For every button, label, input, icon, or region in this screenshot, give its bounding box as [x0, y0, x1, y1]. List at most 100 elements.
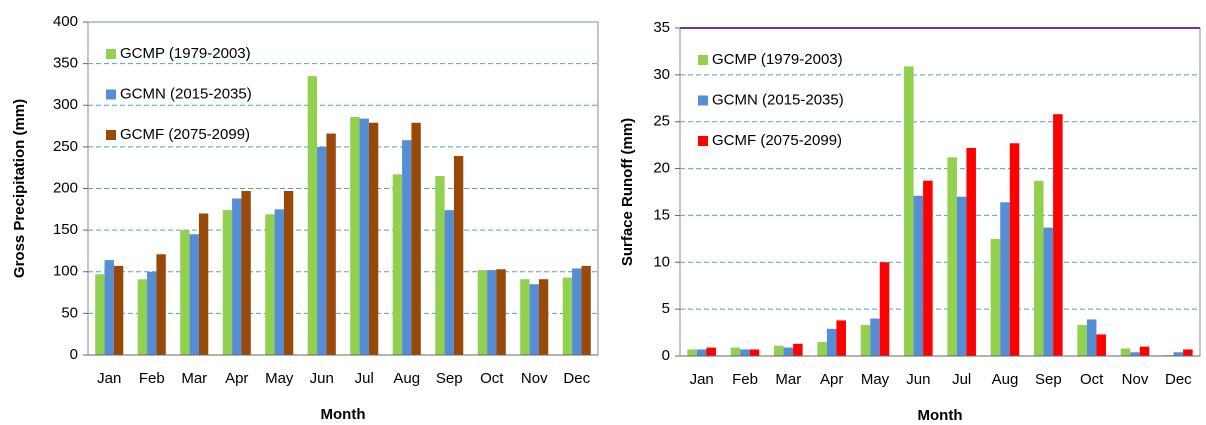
bar [156, 254, 166, 355]
y-tick-label: 50 [61, 304, 78, 321]
bar [350, 116, 360, 355]
x-tick-label: Jul [952, 371, 971, 388]
bar [687, 349, 697, 356]
bar [783, 347, 794, 356]
bar [1139, 346, 1150, 356]
legend-label: GCMP (1979-2003) [712, 51, 843, 68]
legend-swatch [106, 130, 116, 140]
bar [1077, 325, 1087, 356]
bar [581, 265, 591, 355]
x-tick-label: Jan [690, 371, 714, 388]
bar [359, 118, 369, 355]
y-axis-title: Gross Precipitation (mm) [11, 99, 28, 278]
bar [538, 279, 549, 355]
bar [956, 196, 967, 356]
x-tick-label: Feb [732, 371, 758, 388]
y-tick-label: 400 [53, 13, 78, 30]
bar [870, 318, 880, 356]
bar [283, 190, 294, 355]
bar [317, 146, 327, 355]
x-tick-label: Dec [1165, 371, 1192, 388]
bar [477, 270, 488, 355]
bar [95, 274, 105, 355]
bar [520, 279, 530, 355]
bar [222, 210, 233, 355]
bar [274, 209, 284, 355]
y-tick-label: 150 [53, 221, 78, 238]
x-tick-label: May [265, 370, 294, 387]
bar [774, 345, 784, 356]
bar [572, 268, 582, 355]
bar [392, 174, 403, 355]
bar [947, 157, 957, 356]
bar [368, 122, 379, 355]
bar [826, 328, 837, 356]
bar [189, 234, 199, 355]
y-tick-label: 10 [653, 253, 670, 270]
x-tick-label: Oct [480, 370, 504, 387]
x-tick-label: Oct [1080, 371, 1104, 388]
plot-area [679, 27, 1201, 357]
y-tick-label: 5 [662, 300, 670, 317]
legend-label: GCMF (2075-2099) [712, 132, 842, 149]
bar [265, 214, 275, 355]
legend-label: GCMN (2015-2035) [120, 85, 252, 102]
x-axis-title: Month [918, 407, 963, 424]
bar [1000, 202, 1010, 356]
bar [326, 133, 336, 355]
y-tick-label: 100 [53, 263, 78, 280]
legend-swatch [106, 89, 116, 100]
bar [444, 210, 454, 355]
bar [241, 190, 251, 355]
bar [104, 260, 114, 355]
x-tick-label: Feb [139, 370, 165, 387]
bar [923, 180, 933, 356]
x-tick-label: Apr [820, 371, 843, 388]
x-tick-label: Aug [992, 371, 1019, 388]
legend-swatch [106, 49, 116, 59]
legend-swatch [698, 55, 708, 65]
y-tick-label: 35 [653, 19, 670, 36]
legend-swatch [698, 95, 708, 106]
x-tick-label: Jan [97, 370, 121, 387]
bar [435, 176, 445, 355]
bar [730, 347, 741, 356]
bar [232, 198, 242, 355]
y-tick-label: 15 [653, 206, 670, 223]
bar [402, 140, 412, 355]
bar [749, 349, 760, 356]
x-tick-label: Aug [393, 370, 420, 387]
bar [860, 325, 871, 356]
bar [411, 122, 421, 355]
bar [1173, 352, 1184, 356]
bar [1086, 319, 1097, 356]
y-tick-label: 200 [53, 179, 78, 196]
x-tick-label: Nov [1122, 371, 1149, 388]
bar [562, 277, 573, 355]
bar [793, 343, 803, 356]
bar [453, 156, 464, 355]
y-tick-label: 30 [653, 66, 670, 83]
x-tick-label: Mar [181, 370, 207, 387]
x-tick-label: Sep [1035, 371, 1062, 388]
bar [180, 230, 190, 355]
bar [1034, 180, 1044, 356]
y-tick-label: 0 [70, 346, 78, 363]
bar [990, 238, 1001, 356]
bar [1096, 334, 1106, 356]
legend-label: GCMP (1979-2003) [120, 45, 251, 62]
bar [836, 320, 846, 356]
bar [487, 270, 497, 355]
bar [1130, 352, 1140, 356]
legend-label: GCMN (2015-2035) [712, 91, 844, 108]
x-tick-label: Sep [436, 370, 463, 387]
y-tick-label: 25 [653, 113, 670, 130]
bar [817, 341, 827, 356]
bar [904, 66, 914, 357]
bar [137, 279, 148, 355]
bar [740, 349, 750, 356]
y-tick-label: 250 [53, 138, 78, 155]
y-axis-title: Surface Runoff (mm) [619, 118, 636, 266]
bar [706, 347, 716, 356]
